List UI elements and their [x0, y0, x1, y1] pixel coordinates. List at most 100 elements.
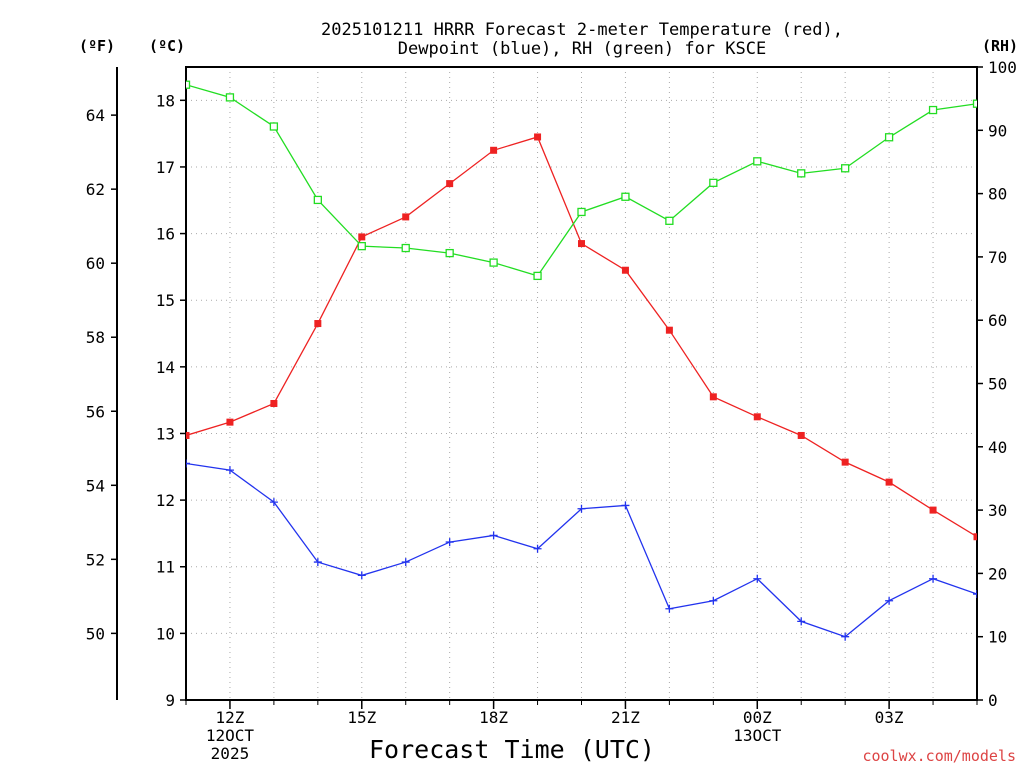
data-point — [885, 478, 893, 486]
rh-tick-label: 80 — [988, 185, 1007, 204]
data-point — [489, 531, 498, 540]
data-point — [314, 320, 322, 328]
data-point — [709, 596, 718, 605]
rh-tick-label: 100 — [988, 58, 1017, 77]
data-point — [621, 266, 629, 274]
rh-tick-label: 50 — [988, 375, 1007, 394]
x-tick-label: 15Z — [347, 708, 376, 727]
data-point — [973, 590, 977, 599]
data-point — [709, 393, 717, 401]
chart-title: 2025101211 HRRR Forecast 2-meter Tempera… — [321, 20, 843, 59]
fahrenheit-tick-label: 50 — [86, 624, 105, 643]
data-point — [929, 506, 937, 514]
fahrenheit-tick-label: 54 — [86, 476, 105, 495]
credit-text: coolwx.com/models — [862, 747, 1016, 765]
rh-tick-label: 40 — [988, 438, 1007, 457]
data-point — [313, 558, 322, 567]
data-point — [884, 133, 894, 142]
title-line-2: Dewpoint (blue), RH (green) for KSCE — [398, 39, 766, 59]
data-point — [490, 146, 498, 154]
data-point — [621, 192, 630, 201]
data-point — [186, 431, 190, 439]
celsius-tick-label: 10 — [156, 624, 175, 643]
celsius-tick-label: 9 — [165, 691, 175, 710]
rh-unit-label: (RH) — [982, 37, 1018, 55]
fahrenheit-unit-label: (ºF) — [79, 37, 115, 55]
rh-tick-label: 70 — [988, 248, 1007, 267]
data-point — [446, 180, 454, 188]
x-tick-label: 2025 — [211, 744, 250, 763]
data-point — [225, 466, 234, 475]
data-point — [489, 258, 498, 267]
data-point — [533, 544, 542, 553]
title-line-1: 2025101211 HRRR Forecast 2-meter Tempera… — [321, 20, 843, 40]
rh-tick-label: 20 — [988, 564, 1007, 583]
data-point — [401, 243, 410, 253]
series-dewpoint — [186, 459, 977, 641]
data-point — [929, 574, 938, 583]
fahrenheit-tick-label: 60 — [86, 254, 105, 273]
data-point — [358, 233, 366, 241]
data-point — [357, 241, 366, 251]
x-tick-label: 00Z — [743, 708, 772, 727]
data-point — [753, 157, 762, 166]
data-point — [797, 431, 805, 439]
data-point — [665, 326, 673, 334]
celsius-tick-label: 11 — [156, 558, 175, 577]
celsius-tick-label: 16 — [156, 225, 175, 244]
data-point — [225, 93, 235, 102]
data-point — [577, 504, 586, 513]
data-point — [357, 571, 366, 580]
data-point — [534, 133, 542, 141]
data-point — [928, 105, 938, 115]
x-axis-title: Forecast Time (UTC) — [369, 735, 655, 764]
data-point — [186, 459, 190, 468]
series-line — [186, 136, 977, 538]
rh-tick-label: 90 — [988, 121, 1007, 140]
data-point — [665, 216, 674, 225]
fahrenheit-tick-label: 62 — [86, 180, 105, 199]
data-point — [578, 240, 585, 248]
x-tick-label: 12OCT — [206, 726, 255, 745]
data-point — [533, 271, 542, 281]
celsius-tick-label: 14 — [156, 358, 175, 377]
unit-labels: (ºF) (ºC) (RH) — [79, 37, 1018, 55]
celsius-tick-label: 18 — [156, 91, 175, 110]
rh-tick-label: 30 — [988, 501, 1007, 520]
data-point — [753, 574, 762, 583]
data-point — [269, 122, 279, 131]
x-tick-label: 13OCT — [733, 726, 782, 745]
celsius-tick-label: 15 — [156, 291, 175, 310]
celsius-tick-label: 12 — [156, 491, 175, 510]
data-point — [972, 99, 977, 108]
rh-tick-label: 0 — [988, 691, 998, 710]
data-point — [445, 248, 454, 258]
series-2-meter-temperature — [186, 133, 977, 541]
series-rh — [186, 80, 977, 281]
grid-lines — [186, 67, 977, 701]
series-line — [186, 462, 977, 638]
data-point — [841, 632, 850, 641]
fahrenheit-tick-label: 52 — [86, 550, 105, 569]
rh-tick-label: 60 — [988, 311, 1007, 330]
data-point — [841, 164, 850, 173]
data-point — [577, 207, 586, 217]
data-point — [621, 501, 630, 510]
data-point — [753, 413, 761, 421]
data-point — [709, 178, 718, 187]
fahrenheit-tick-label: 58 — [86, 328, 105, 347]
x-tick-label: 18Z — [479, 708, 508, 727]
data-point — [841, 458, 849, 466]
fahrenheit-tick-label: 64 — [86, 106, 105, 125]
data-point — [973, 533, 977, 541]
x-tick-label: 03Z — [875, 708, 904, 727]
data-point — [445, 538, 454, 547]
x-tick-label: 21Z — [611, 708, 640, 727]
data-point — [665, 604, 674, 613]
celsius-tick-label: 17 — [156, 158, 175, 177]
data-point — [270, 399, 278, 407]
series-layer — [186, 80, 977, 641]
rh-tick-label: 10 — [988, 628, 1007, 647]
axes — [111, 66, 983, 709]
